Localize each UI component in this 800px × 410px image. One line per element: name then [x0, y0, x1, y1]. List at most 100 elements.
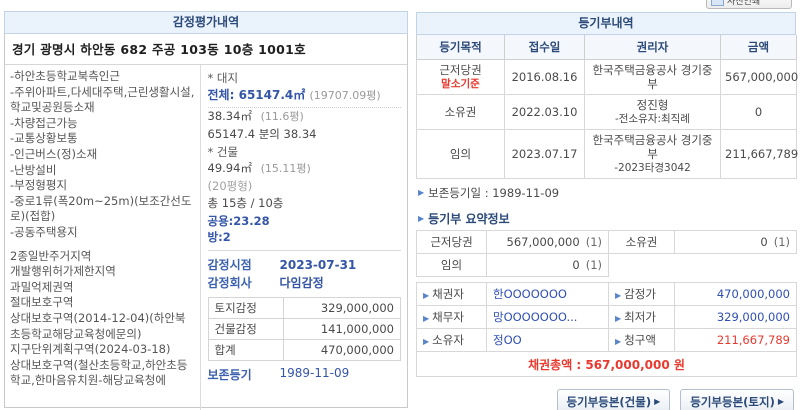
land-section-header: * 대지: [207, 71, 239, 85]
info-label-text: 소유자: [432, 333, 464, 347]
column-purpose: 등기목적: [416, 35, 505, 60]
land-share-row: 65147.4 분의 38.34: [207, 126, 317, 141]
land-total-row: 전체: 65147.4㎡ (19707.09평): [207, 86, 401, 108]
table-row: 임의 0 (1): [416, 253, 797, 277]
column-date: 접수일: [504, 35, 585, 60]
registry-summary-heading: ▶ 등기부 요약정보: [418, 210, 796, 227]
appraisal-company-row: 감정회사 다임감정: [208, 274, 401, 292]
appraisal-body: -하안초등학교북측인근 -주위아파트,다세대주택,근린생활시설,학교및공원등소재…: [5, 65, 407, 410]
feature-item: -난방설비: [10, 162, 57, 177]
appraisal-company-label: 감정회사: [207, 275, 252, 290]
photo-print-label: 사진인쇄: [727, 0, 761, 7]
row-holder: 한국주택금융공사 경기중부 -2023타경3042: [584, 129, 721, 179]
info-label-text: 채권자: [432, 287, 464, 301]
summary-value-auction: 0 (1): [486, 253, 609, 277]
purpose-sub-text: 말소기준: [441, 78, 480, 90]
info-label-debtor: ▶ 채무자: [416, 305, 487, 329]
table-row: ▶ 소유자 정OO ▶ 청구액 211,667,789: [416, 328, 797, 352]
feature-item: -차량접근가능: [10, 115, 78, 130]
table-row: 소유권 2022.03.10 정진형 -전소유자:최직례 0: [416, 94, 797, 130]
summary-empty-cell: [609, 254, 675, 277]
registry-copy-land-button[interactable]: 등기부등본(토지) ▶: [680, 389, 794, 410]
triangle-right-icon: ▶: [423, 314, 430, 323]
total-debt-amount: 채권총액 : 567,000,000 원: [416, 351, 797, 377]
appraisal-panel-title: 감정평가내역: [4, 11, 408, 34]
feature-item: -인근버스(정)소재: [10, 146, 98, 161]
purpose-text: 근저당권: [439, 63, 482, 77]
table-row: 근저당권 말소기준 2016.08.16 한국주택금융공사 경기중부 567,0…: [416, 59, 798, 95]
appraisal-company-value: 다임감정: [279, 275, 324, 290]
triangle-right-icon: ▶: [418, 188, 425, 197]
zone-item: 지구단위계획구역(2024-03-18): [10, 342, 171, 357]
zone-item: 상대보호구역(철산초등학교,하안초등학교,한마음유치원-해당교육청에: [10, 357, 188, 388]
row-purpose: 근저당권 말소기준: [416, 59, 505, 95]
summary-value-ownership: 0 (1): [674, 230, 797, 254]
land-area-value: 38.34㎡: [207, 109, 252, 123]
summary-count: (1): [585, 235, 602, 249]
land-area-pyeong: (11.6평): [260, 110, 304, 123]
land-appraisal-value: 329,000,000: [282, 296, 402, 319]
preservation-note-row: ▶ 보존등기일 : 1989-11-09: [418, 185, 796, 201]
feature-item: -부정형평지: [10, 178, 68, 193]
info-label-claim: ▶ 청구액: [608, 328, 675, 352]
appraisal-panel: 감정평가내역 경기 광명시 하안동 682 주공 103동 10층 1001호 …: [4, 11, 408, 410]
registry-copy-land-label: 등기부등본(토지): [690, 395, 775, 409]
row-amount: 567,000,000: [720, 59, 798, 95]
preservation-label: 보존등기: [207, 367, 252, 382]
info-value-claim: 211,667,789: [674, 328, 797, 352]
zone-item: 절대보호구역: [10, 295, 74, 310]
info-value-debtor: 망OOOOOOO...: [486, 305, 609, 329]
land-total-value: 65147.4㎡: [238, 88, 306, 102]
zone-item: 개발행위허가제한지역: [10, 264, 116, 279]
registry-panel: 등기부내역 등기목적 접수일 권리자 금액 근저당권 말소기준 2016.08.…: [416, 12, 798, 410]
holder-sub-text: -2023타경3042: [614, 162, 691, 174]
table-row: 건물감정 141,000,000: [207, 317, 402, 340]
spacer: [10, 241, 195, 249]
building-section-header: * 건물: [207, 145, 239, 159]
summary-amount: 0: [572, 258, 580, 272]
zone-item: 2종일반주거지역: [10, 248, 92, 263]
info-label-owner: ▶ 소유자: [416, 328, 487, 352]
triangle-right-icon: ▶: [423, 337, 430, 346]
holder-text: 정진형: [636, 98, 669, 112]
appraisal-date-row: 감정시점 2023-07-31: [208, 256, 401, 274]
triangle-right-icon: ▶: [654, 397, 661, 406]
land-total-label: 전체:: [207, 88, 235, 102]
feature-item: -공동주택용지: [10, 224, 78, 239]
total-appraisal-label: 합계: [207, 338, 284, 361]
info-label-text: 청구액: [624, 333, 656, 347]
printer-icon: [711, 0, 724, 6]
feature-column: -하안초등학교북측인근 -주위아파트,다세대주택,근린생활시설,학교및공원등소재…: [5, 65, 201, 410]
info-value-appraised: 470,000,000: [674, 282, 797, 306]
building-type-row: (20평형): [207, 178, 253, 193]
summary-label-mortgage: 근저당권: [416, 230, 487, 254]
row-amount: 0: [720, 94, 797, 130]
summary-count: (1): [585, 258, 602, 272]
building-appraisal-value: 141,000,000: [282, 317, 402, 340]
measurement-column: * 대지 전체: 65147.4㎡ (19707.09평) 38.34㎡ (11…: [201, 65, 407, 410]
row-date: 2023.07.17: [504, 129, 585, 179]
row-date: 2016.08.16: [504, 59, 585, 95]
summary-label-ownership: 소유권: [608, 230, 675, 254]
feature-item: -교통상황보통: [10, 131, 78, 146]
table-row: 임의 2023.07.17 한국주택금융공사 경기중부 -2023타경3042 …: [416, 129, 798, 179]
table-row: ▶ 채무자 망OOOOOOO... ▶ 최저가 329,000,000: [416, 305, 797, 329]
photo-print-button[interactable]: 사진인쇄: [706, 0, 792, 9]
appraisal-date-label: 감정시점: [207, 257, 252, 272]
info-label-text: 채무자: [432, 310, 464, 324]
triangle-right-icon: ▶: [777, 397, 784, 406]
preservation-note-text: 보존등기일 : 1989-11-09: [428, 186, 560, 200]
info-label-text: 감정가: [624, 287, 656, 301]
registry-info-table: ▶ 채권자 한OOOOOOO ▶ 감정가 470,000,000 ▶ 채무자 망OOO…: [416, 282, 797, 377]
summary-value-mortgage: 567,000,000 (1): [486, 230, 609, 254]
registry-summary-table: 근저당권 567,000,000 (1) 소유권 0 (1) 임의 0 (1): [416, 230, 797, 277]
row-holder: 한국주택금융공사 경기중부: [584, 59, 721, 95]
land-appraisal-label: 토지감정: [207, 296, 284, 319]
feature-item: -주위아파트,다세대주택,근린생활시설,학교및공원등소재: [10, 84, 195, 115]
feature-item: -하안초등학교북측인근: [10, 69, 120, 83]
table-row: ▶ 채권자 한OOOOOOO ▶ 감정가 470,000,000: [416, 282, 797, 306]
land-total-pyeong: (19707.09평): [309, 89, 381, 102]
registry-copy-building-button[interactable]: 등기부등본(건물) ▶: [556, 389, 671, 410]
document-buttons: 등기부등본(건물) ▶ 등기부등본(토지) ▶: [416, 389, 796, 410]
